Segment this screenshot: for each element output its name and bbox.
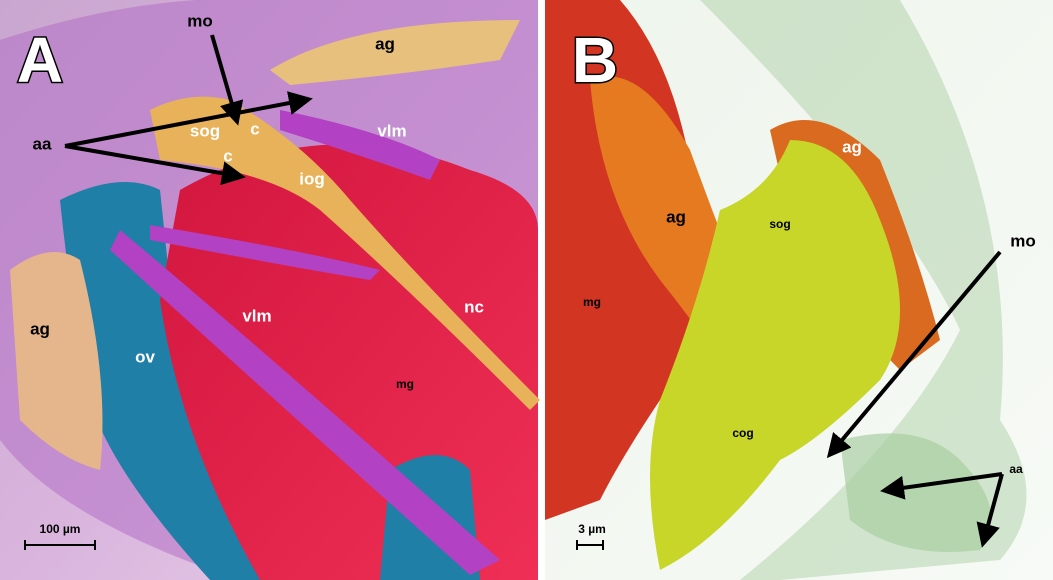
label: c — [250, 119, 259, 138]
ganglion — [650, 140, 900, 570]
panel-letter: A — [17, 24, 63, 96]
label: ag — [842, 137, 862, 156]
panel-a: A mo aa sog c c iog ag vlm ag ov vlm nc … — [0, 0, 540, 580]
arrow — [64, 144, 246, 186]
label: nc — [464, 297, 484, 316]
muscle — [110, 230, 500, 575]
arrow — [976, 473, 1004, 548]
panel-letter: B — [572, 24, 618, 96]
label: ov — [135, 347, 155, 366]
label: vlm — [242, 306, 271, 325]
label: mo — [1010, 231, 1036, 250]
scale-label: 3 µm — [578, 522, 606, 536]
label: mg — [583, 295, 601, 309]
label: iog — [299, 169, 325, 188]
scale-bar — [24, 540, 96, 550]
ganglion — [150, 96, 540, 411]
scale-label: 100 µm — [40, 522, 81, 536]
label: mg — [396, 377, 414, 391]
body-wall — [700, 0, 1027, 580]
label: aa — [1009, 462, 1023, 476]
gland — [270, 20, 520, 85]
scale-bar — [576, 540, 604, 550]
arrow — [210, 34, 244, 126]
anal-area — [840, 433, 992, 552]
label: ag — [375, 34, 395, 53]
label: sog — [769, 217, 790, 231]
label: cog — [732, 426, 753, 440]
label: mo — [187, 11, 213, 30]
muscle — [150, 225, 380, 280]
label: c — [223, 146, 232, 165]
arrow — [64, 91, 313, 148]
label: aa — [33, 134, 52, 153]
gland-left — [10, 252, 103, 470]
label: vlm — [377, 121, 406, 140]
label: sog — [190, 121, 220, 140]
label: ag — [666, 207, 686, 226]
arrow — [880, 472, 1003, 500]
label: ag — [30, 319, 50, 338]
arrow — [826, 250, 1002, 459]
muscle — [280, 110, 440, 180]
panel-b: B ag ag sog mg mo cog aa 3 µm — [545, 0, 1053, 580]
